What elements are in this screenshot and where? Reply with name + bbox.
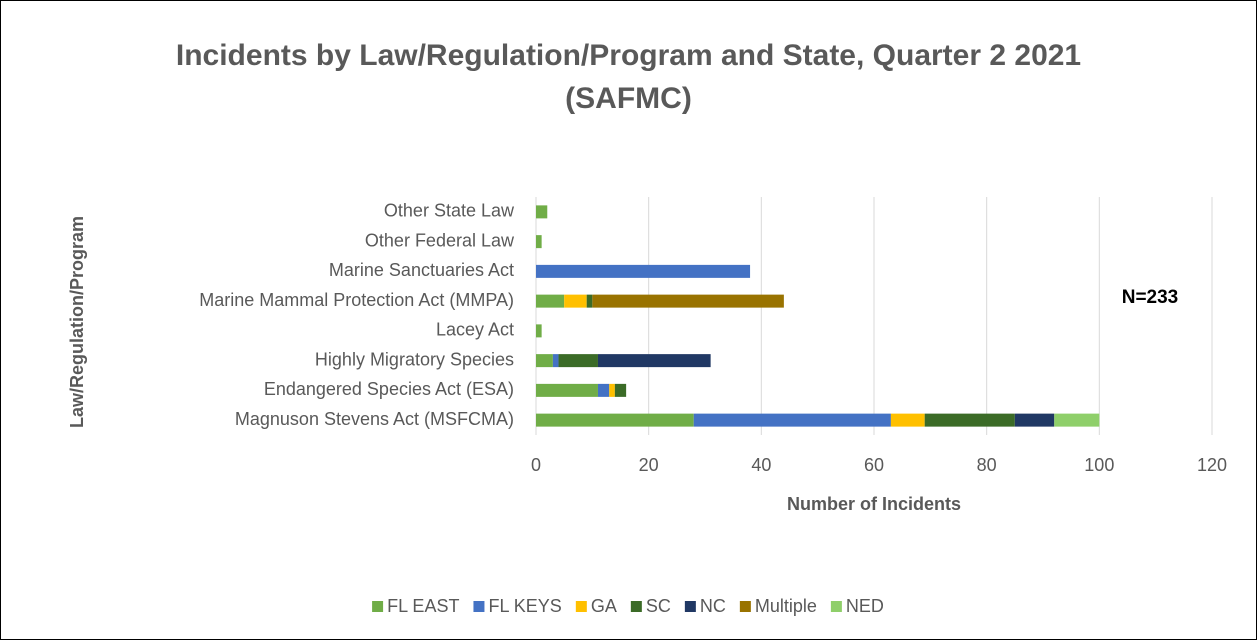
- legend-label: FL KEYS: [488, 596, 561, 616]
- legend-swatch: [630, 601, 642, 612]
- bar-segment: [890, 413, 925, 427]
- bar-segment: [597, 383, 610, 397]
- legend-label: NC: [700, 596, 726, 616]
- bar-segment: [1014, 413, 1055, 427]
- bar-segment: [552, 354, 559, 368]
- y-tick-label: Marine Mammal Protection Act (MMPA): [199, 290, 514, 310]
- bar-segment: [536, 354, 553, 368]
- chart-title: Incidents by Law/Regulation/Program and …: [175, 39, 1082, 115]
- bar-segment: [536, 413, 694, 427]
- legend-label: SC: [646, 596, 671, 616]
- x-tick-label: 40: [751, 455, 771, 475]
- bar-segment: [536, 264, 751, 278]
- bar-segment: [536, 324, 542, 338]
- y-tick-label: Other State Law: [384, 201, 515, 221]
- y-tick-label: Endangered Species Act (ESA): [264, 379, 514, 399]
- bar-segment: [924, 413, 1015, 427]
- legend-label: Multiple: [755, 596, 817, 616]
- y-axis-label: Law/Regulation/Program: [67, 216, 87, 428]
- y-tick-label: Magnuson Stevens Act (MSFCMA): [235, 409, 514, 429]
- y-tick-label: Marine Sanctuaries Act: [329, 260, 514, 280]
- bar-segment: [693, 413, 891, 427]
- bar-segment: [614, 383, 627, 397]
- bar-segment: [536, 205, 548, 219]
- bar-segment: [536, 383, 598, 397]
- bar-segment: [564, 294, 587, 308]
- x-tick-label: 120: [1197, 455, 1227, 475]
- legend-swatch: [739, 601, 751, 612]
- legend-label: FL EAST: [387, 596, 459, 616]
- x-tick-label: 60: [864, 455, 884, 475]
- x-tick-label: 100: [1084, 455, 1114, 475]
- bar-segment: [1054, 413, 1100, 427]
- legend-swatch: [575, 601, 587, 612]
- y-tick-label: Highly Migratory Species: [315, 349, 514, 369]
- annotation: N=233: [1122, 287, 1179, 308]
- bar-segment: [536, 235, 542, 249]
- legend-label: GA: [591, 596, 617, 616]
- bar-segment: [609, 383, 615, 397]
- y-tick-label: Lacey Act: [436, 320, 514, 340]
- y-tick-label: Other Federal Law: [365, 230, 515, 250]
- bar-segment: [597, 354, 711, 368]
- bar-segment: [558, 354, 598, 368]
- bar-segment: [592, 294, 784, 308]
- x-tick-label: 80: [977, 455, 997, 475]
- x-tick-label: 0: [531, 455, 541, 475]
- bar-segment: [586, 294, 593, 308]
- legend-label: NED: [846, 596, 884, 616]
- legend-swatch: [684, 601, 696, 612]
- legend-swatch: [830, 601, 842, 612]
- x-tick-label: 20: [639, 455, 659, 475]
- legend-swatch: [372, 601, 384, 612]
- x-axis-label: Number of Incidents: [787, 494, 961, 514]
- legend-swatch: [473, 601, 485, 612]
- bar-segment: [536, 294, 565, 308]
